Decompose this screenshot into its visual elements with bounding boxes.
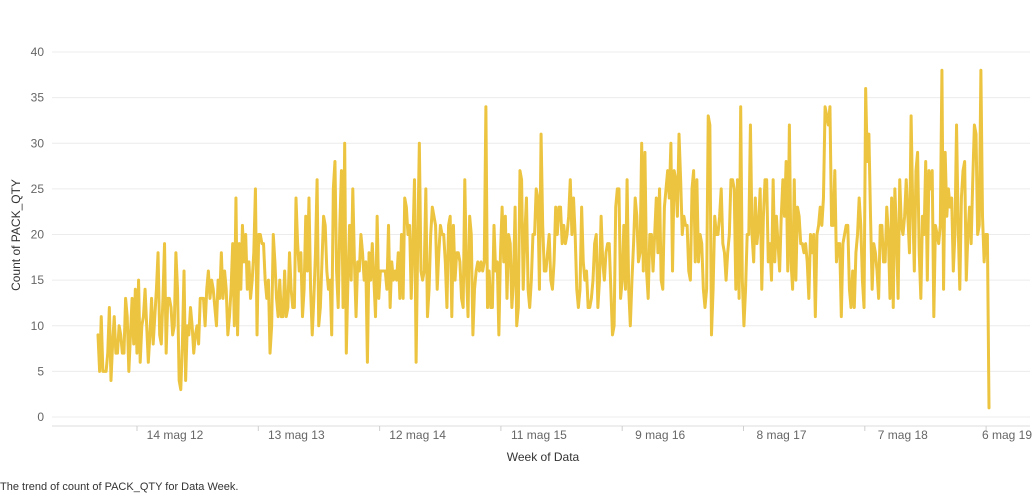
- y-tick-label: 0: [37, 410, 44, 424]
- chart-caption: The trend of count of PACK_QTY for Data …: [0, 481, 239, 493]
- series-line: [96, 68, 991, 410]
- x-tick-label: 12 mag 14: [389, 428, 446, 442]
- y-tick-label: 35: [31, 91, 45, 105]
- y-axis-title: Count of PACK_QTY: [9, 179, 23, 291]
- series-layer: [96, 68, 991, 410]
- y-tick-label: 15: [31, 273, 45, 287]
- x-axis-title: Week of Data: [507, 450, 580, 464]
- y-tick-label: 5: [37, 364, 44, 378]
- y-tick-label: 10: [31, 319, 45, 333]
- y-tick-label: 20: [31, 228, 45, 242]
- x-tick-label: 13 mag 13: [268, 428, 325, 442]
- x-tick-label: 14 mag 12: [147, 428, 204, 442]
- y-axis-ticks: 0 5 10 15 20 25 30 35 40: [31, 45, 45, 424]
- x-tick-label: 8 mag 17: [756, 428, 806, 442]
- x-tick-label: 9 mag 16: [635, 428, 685, 442]
- x-axis-ticks: 14 mag 12 13 mag 13 12 mag 14 11 mag 15 9 ma…: [136, 426, 1032, 442]
- x-tick-label: 11 mag 15: [511, 428, 567, 442]
- y-tick-label: 25: [31, 182, 45, 196]
- x-tick-label: 7 mag 18: [878, 428, 928, 442]
- x-tick-label: 6 mag 19: [982, 428, 1032, 442]
- y-tick-label: 40: [31, 45, 45, 59]
- y-tick-label: 30: [31, 136, 45, 150]
